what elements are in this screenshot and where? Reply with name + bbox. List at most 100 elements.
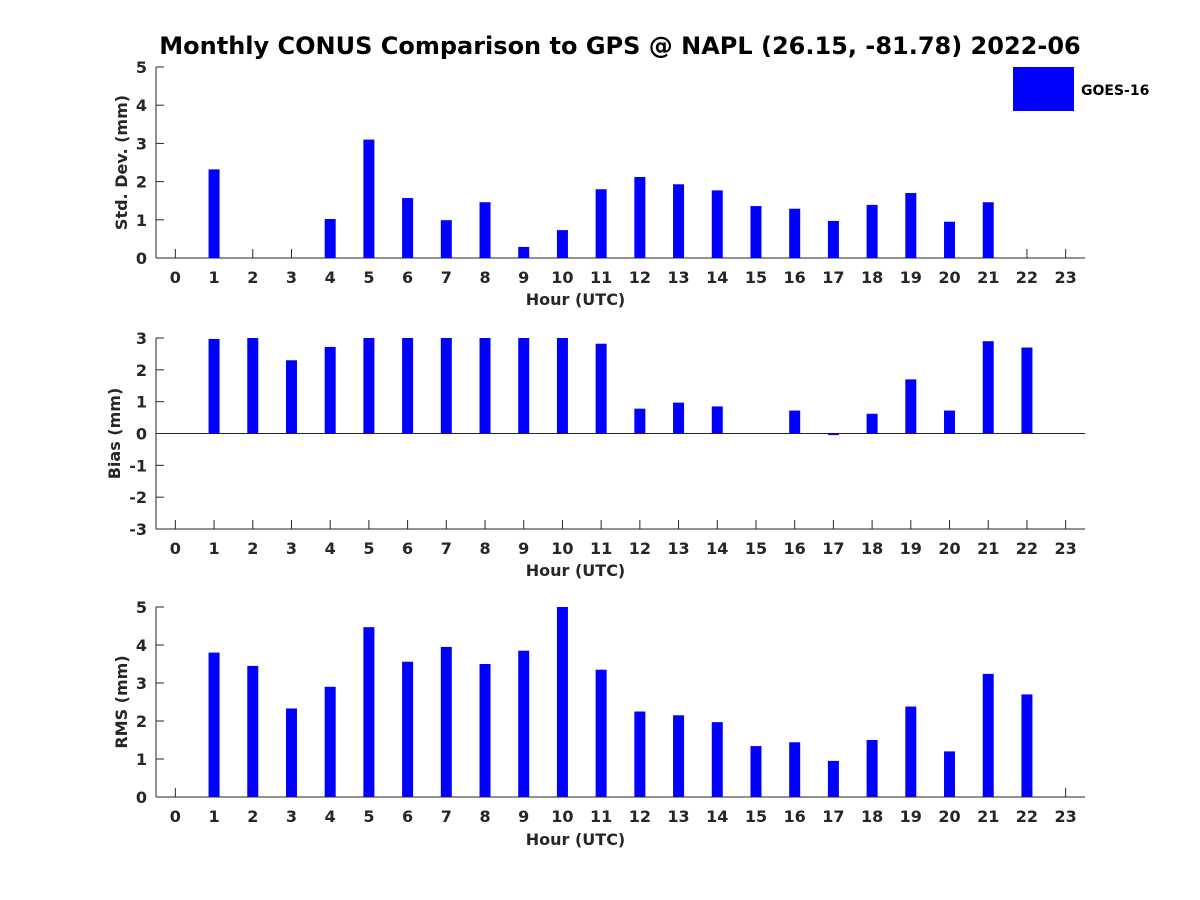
bar-hour-17 xyxy=(827,760,839,797)
x-tick-label: 8 xyxy=(479,268,490,287)
bar-hour-13 xyxy=(673,402,685,434)
bar-hour-5 xyxy=(363,627,375,797)
x-tick-label: 13 xyxy=(667,268,689,287)
x-tick-label: 17 xyxy=(822,539,844,558)
y-axis-label: RMS (mm) xyxy=(112,655,131,748)
y-tick-label: 1 xyxy=(136,211,147,230)
x-tick-label: 6 xyxy=(402,807,413,826)
x-tick-label: 23 xyxy=(1055,268,1077,287)
x-tick-label: 10 xyxy=(551,539,573,558)
x-tick-label: 21 xyxy=(977,807,999,826)
x-tick-label: 18 xyxy=(861,539,883,558)
x-tick-label: 5 xyxy=(363,539,374,558)
x-tick-label: 9 xyxy=(518,807,529,826)
x-tick-label: 15 xyxy=(745,539,767,558)
y-tick-label: 5 xyxy=(136,598,147,617)
bar-hour-7 xyxy=(440,338,452,434)
bar-hour-7 xyxy=(440,646,452,797)
legend-label: GOES-16 xyxy=(1081,83,1149,99)
y-axis-label: Std. Dev. (mm) xyxy=(112,95,131,230)
y-tick-label: 2 xyxy=(136,173,147,192)
bar-hour-10 xyxy=(556,230,568,258)
x-tick-label: 11 xyxy=(590,807,612,826)
y-tick-label: 3 xyxy=(136,329,147,348)
x-tick-label: 7 xyxy=(441,268,452,287)
bar-hour-13 xyxy=(673,715,685,797)
bar-hour-9 xyxy=(518,650,530,797)
bar-hour-2 xyxy=(247,665,259,797)
x-tick-label: 9 xyxy=(518,268,529,287)
x-tick-label: 4 xyxy=(325,268,336,287)
y-tick-label: 4 xyxy=(136,96,147,115)
x-tick-label: 1 xyxy=(208,539,219,558)
x-tick-label: 1 xyxy=(208,268,219,287)
x-tick-label: 11 xyxy=(590,268,612,287)
y-tick-label: 3 xyxy=(136,134,147,153)
bar-hour-8 xyxy=(479,664,491,797)
y-tick-label: -2 xyxy=(129,488,147,507)
x-tick-label: 19 xyxy=(900,268,922,287)
bar-hour-6 xyxy=(402,338,414,434)
x-tick-label: 5 xyxy=(363,807,374,826)
bar-hour-14 xyxy=(711,722,723,797)
y-tick-label: 2 xyxy=(136,361,147,380)
bar-hour-18 xyxy=(866,740,878,797)
x-tick-label: 8 xyxy=(479,539,490,558)
bar-hour-1 xyxy=(208,338,220,434)
x-tick-label: 12 xyxy=(629,807,651,826)
x-tick-label: 10 xyxy=(551,807,573,826)
x-tick-label: 2 xyxy=(247,268,258,287)
bar-hour-5 xyxy=(363,338,375,434)
bar-hour-21 xyxy=(982,673,994,797)
bar-hour-20 xyxy=(944,410,956,434)
legend-swatch-goes-16 xyxy=(1013,67,1074,111)
bar-hour-16 xyxy=(789,410,801,434)
bar-hour-6 xyxy=(402,198,414,258)
bar-hour-16 xyxy=(789,208,801,258)
x-tick-label: 23 xyxy=(1055,539,1077,558)
bar-hour-2 xyxy=(247,338,259,434)
x-tick-label: 20 xyxy=(938,539,960,558)
y-tick-label: -3 xyxy=(129,520,147,539)
bar-hour-3 xyxy=(285,360,297,434)
x-tick-label: 13 xyxy=(667,807,689,826)
y-tick-label: 0 xyxy=(136,425,147,444)
x-tick-label: 12 xyxy=(629,539,651,558)
x-tick-label: 19 xyxy=(900,807,922,826)
bar-hour-22 xyxy=(1021,347,1033,434)
bar-hour-4 xyxy=(324,219,336,258)
bar-hour-15 xyxy=(750,206,762,258)
bar-hour-8 xyxy=(479,202,491,258)
x-tick-label: 15 xyxy=(745,268,767,287)
bar-hour-22 xyxy=(1021,694,1033,797)
bar-hour-7 xyxy=(440,220,452,258)
x-tick-label: 18 xyxy=(861,268,883,287)
bar-hour-12 xyxy=(634,408,646,434)
bar-hour-15 xyxy=(750,746,762,797)
x-tick-label: 21 xyxy=(977,539,999,558)
figure-title: Monthly CONUS Comparison to GPS @ NAPL (… xyxy=(159,32,1080,60)
x-tick-label: 16 xyxy=(784,539,806,558)
legend: GOES-16 xyxy=(1013,67,1149,111)
bar-hour-21 xyxy=(982,341,994,434)
x-tick-label: 23 xyxy=(1055,807,1077,826)
bar-hour-18 xyxy=(866,413,878,434)
bar-hour-11 xyxy=(595,189,607,258)
y-tick-label: 3 xyxy=(136,674,147,693)
y-tick-label: 4 xyxy=(136,636,147,655)
x-tick-label: 0 xyxy=(170,268,181,287)
x-tick-label: 17 xyxy=(822,268,844,287)
x-tick-label: 17 xyxy=(822,807,844,826)
x-tick-label: 2 xyxy=(247,539,258,558)
x-tick-label: 14 xyxy=(706,807,728,826)
bar-hour-19 xyxy=(905,706,917,797)
bar-hour-5 xyxy=(363,139,375,258)
x-tick-label: 20 xyxy=(938,807,960,826)
bar-hour-18 xyxy=(866,204,878,258)
x-tick-label: 21 xyxy=(977,268,999,287)
x-tick-label: 4 xyxy=(325,807,336,826)
x-tick-label: 4 xyxy=(325,539,336,558)
bar-hour-6 xyxy=(402,661,414,797)
